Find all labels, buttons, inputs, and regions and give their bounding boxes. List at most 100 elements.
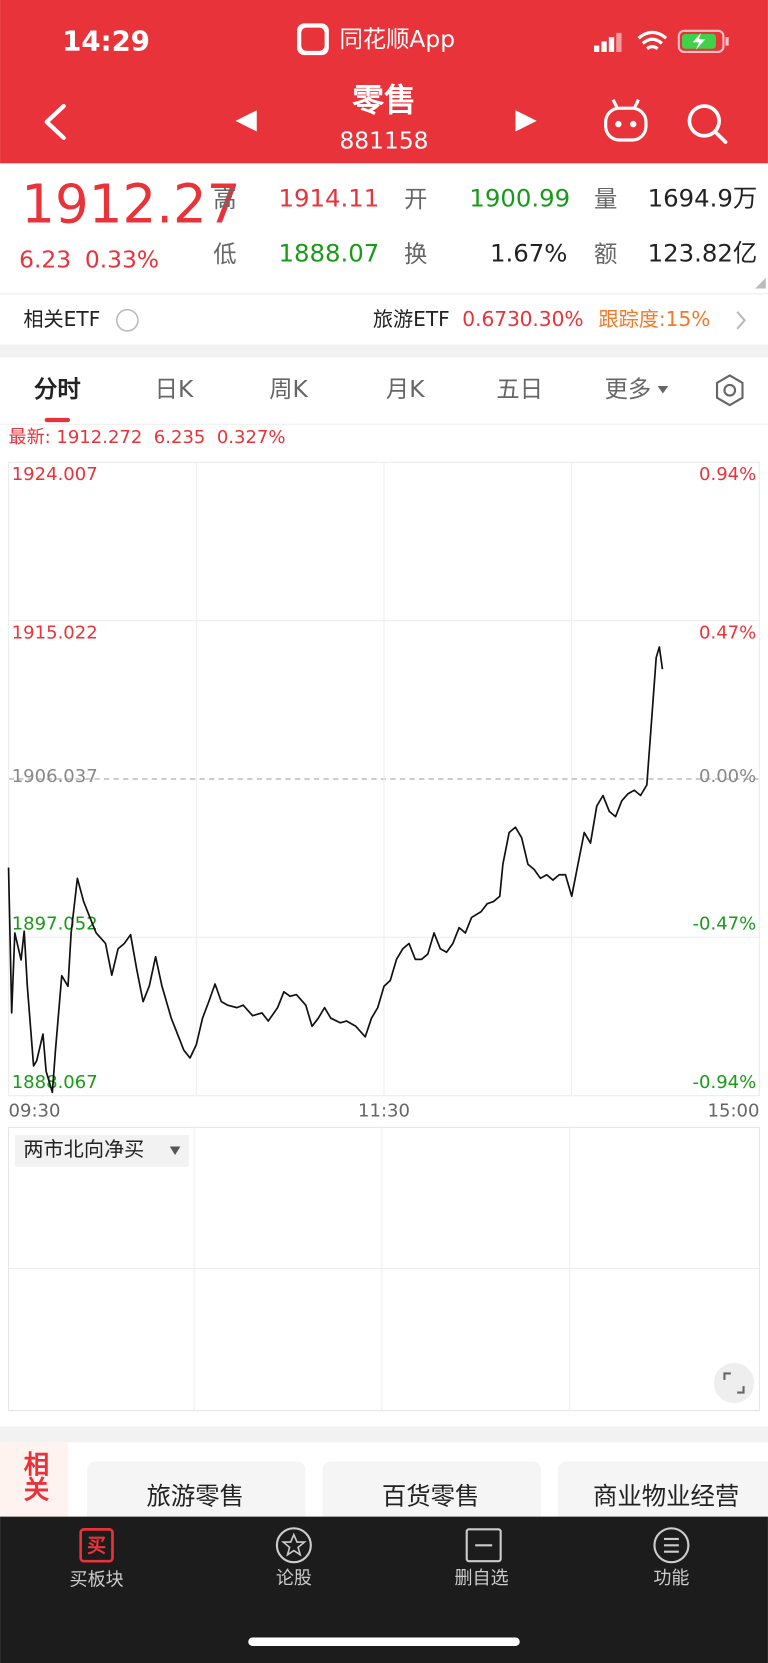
related-card[interactable] [87, 1461, 306, 1526]
signal-bar [608, 37, 615, 52]
expand-glyph [723, 1372, 745, 1394]
tab-active[interactable]: 分时 [34, 375, 81, 403]
y-tick-label: 1915.022 [12, 622, 98, 643]
tab-indicator [44, 417, 71, 423]
nav-icon-lines [663, 1537, 679, 1553]
nav-label: 论股 [276, 1568, 312, 1589]
expand-button[interactable] [713, 1362, 755, 1404]
stat-value: 1888.07 [278, 239, 379, 268]
price-line [7, 646, 664, 1094]
x-tick-label: 11:30 [358, 1100, 410, 1121]
related-card[interactable] [322, 1461, 541, 1526]
x-tick-label: 09:30 [9, 1100, 61, 1121]
etf-label: 相关ETF [23, 307, 100, 331]
nav-icon [465, 1528, 502, 1563]
nav-item[interactable]: 买 买板块 [70, 1528, 124, 1590]
etf-row[interactable]: 相关ETF 旅游ETF 0.673 0.30% 跟踪度:15% [23, 307, 747, 332]
dropdown-arrow [169, 1146, 181, 1155]
nav-item[interactable]: 删自选 [455, 1528, 509, 1589]
app-icon-inner [301, 27, 325, 51]
related-item[interactable]: 旅游零售 [146, 1482, 244, 1511]
x-tick-label: 15:00 [708, 1100, 760, 1121]
signal-bar [601, 41, 607, 52]
tab[interactable]: 五日 [496, 375, 543, 403]
stat-value: 1914.11 [278, 183, 379, 212]
settings-dot [723, 383, 737, 397]
home-indicator [248, 1637, 520, 1647]
stat-label: 低 [213, 240, 236, 268]
robot-antenna [611, 98, 640, 109]
nav-label: 功能 [653, 1568, 689, 1589]
related-item[interactable]: 百货零售 [382, 1482, 480, 1511]
chevron [736, 311, 747, 330]
price-chart: 1924.007 1915.022 1906.037 1897.052 1888.067… [7, 461, 760, 1121]
tab[interactable]: 周K [269, 375, 308, 403]
stat-label: 高 [213, 185, 236, 213]
tab[interactable]: 日K [155, 375, 194, 403]
y-tick-label: 1924.007 [12, 464, 98, 485]
help-icon [115, 308, 139, 332]
app-name: 同花顺App [339, 25, 455, 53]
nav-label: 删自选 [455, 1568, 509, 1589]
page-title: 零售 [352, 81, 416, 119]
etf-change: 0.30% [520, 307, 584, 331]
etf-name: 旅游ETF [373, 307, 450, 331]
signal-icon [593, 32, 622, 52]
gap [0, 1426, 768, 1443]
search-lens [687, 104, 722, 138]
battery-tip [725, 37, 729, 46]
expand-bg [713, 1362, 755, 1404]
y2-tick-label: 0.94% [699, 464, 756, 485]
indicator-bg [14, 1134, 189, 1167]
search-button[interactable] [687, 104, 728, 144]
corner-mark [755, 277, 766, 289]
tab[interactable]: 更多 [605, 375, 652, 403]
tab[interactable]: 月K [386, 375, 425, 403]
nav-icon-text: 买 [87, 1534, 106, 1557]
y2-tick-label: -0.47% [693, 914, 757, 935]
nav-icon-star [281, 1532, 307, 1557]
y2-tick-label: 0.00% [699, 766, 756, 787]
stat-label: 额 [594, 240, 617, 268]
robot-eye [615, 120, 622, 128]
stat-label: 换 [404, 240, 427, 268]
nav-icon [79, 1528, 114, 1563]
related-tag: 相关 [19, 1451, 49, 1503]
etf-price: 0.673 [462, 307, 520, 331]
related-item[interactable]: 商业物业经营 [593, 1482, 739, 1511]
battery-outline [677, 29, 725, 54]
nav-label: 买板块 [70, 1569, 124, 1590]
nav-item[interactable]: 论股 [275, 1527, 312, 1589]
related-tag-bg [0, 1442, 68, 1517]
status-time: 14:29 [62, 24, 150, 57]
nav-icon [275, 1527, 312, 1564]
y-tick-label: 1888.067 [12, 1072, 98, 1093]
prev-button[interactable] [235, 110, 257, 132]
robot-eye [630, 120, 637, 128]
y2-tick-label: 0.47% [699, 622, 756, 643]
last-price: 1912.27 [21, 174, 240, 236]
stat-value: 1694.9万 [648, 183, 758, 212]
robot-button[interactable] [604, 98, 648, 142]
gap [0, 344, 768, 358]
next-button[interactable] [515, 110, 537, 132]
signal-bar [593, 45, 600, 52]
indicator-name: 两市北向净买 [23, 1137, 144, 1161]
related-card[interactable] [557, 1461, 768, 1526]
nav-item[interactable]: 功能 [653, 1527, 690, 1589]
charging-bolt [692, 32, 706, 50]
stat-value: 1.67% [490, 239, 567, 268]
y-tick-label: 1906.037 [12, 766, 98, 787]
stat-value: 1900.99 [469, 183, 570, 212]
back-button[interactable] [44, 103, 66, 140]
signal-bar [616, 32, 622, 52]
indicator-dropdown[interactable]: 两市北向净买 [14, 1134, 189, 1167]
settings-button[interactable] [715, 374, 744, 407]
y-tick-label: 1897.052 [12, 914, 98, 935]
y2-tick-label: -0.94% [693, 1072, 757, 1093]
latest-info: 最新: 1912.272 6.235 0.327% [9, 427, 286, 448]
stat-label: 量 [594, 185, 617, 213]
